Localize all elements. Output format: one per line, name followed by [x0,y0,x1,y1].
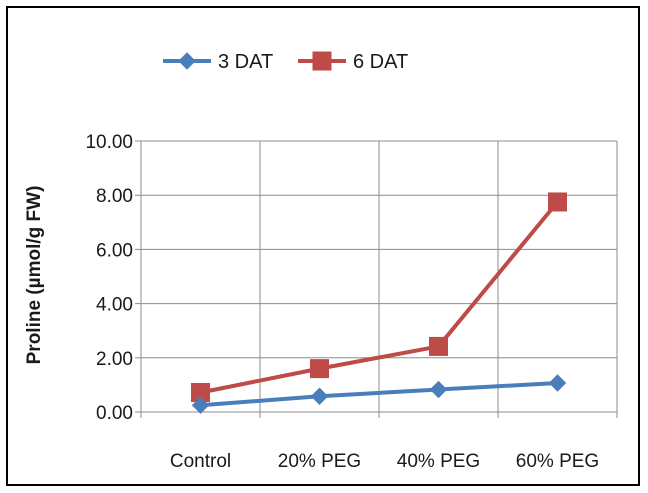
legend-marker-6-dat [312,51,332,71]
y-tick-labels: 0.00 2.00 4.00 6.00 8.00 10.00 [85,132,133,424]
y-tick-label: 6.00 [96,240,133,261]
series-layer [191,192,567,414]
legend-label: 6 DAT [353,51,408,73]
data-point-3-dat [548,374,567,392]
x-tick-label: 20% PEG [278,451,361,472]
legend-label: 3 DAT [218,51,273,73]
data-point-3-dat [191,396,210,414]
data-point-3-dat [429,380,448,399]
legend: 3 DAT 6 DAT [163,51,408,73]
x-tick-label: Control [170,451,231,472]
chart-frame [6,6,640,486]
x-tick-label: 60% PEG [516,451,599,472]
x-tick-label: 40% PEG [397,451,480,472]
series-line-6-dat [200,200,560,395]
y-tick-label: 2.00 [96,349,133,370]
data-point-6-dat [548,192,567,212]
plot-grid [141,140,618,412]
y-tick-label: 0.00 [96,403,133,424]
y-tick-label: 4.00 [96,295,133,316]
y-tick-label: 8.00 [96,186,133,207]
plot-axes [135,140,618,418]
data-point-6-dat [310,359,329,379]
data-point-3-dat [310,387,329,405]
y-tick-label: 10.00 [85,132,133,153]
y-axis-label: Proline (µmol/g FW) [24,186,45,365]
data-point-6-dat [429,336,448,356]
legend-marker-3-dat [178,52,196,70]
series-line-3-dat [200,381,558,408]
x-tick-labels: Control 20% PEG 40% PEG 60% PEG [170,451,599,472]
